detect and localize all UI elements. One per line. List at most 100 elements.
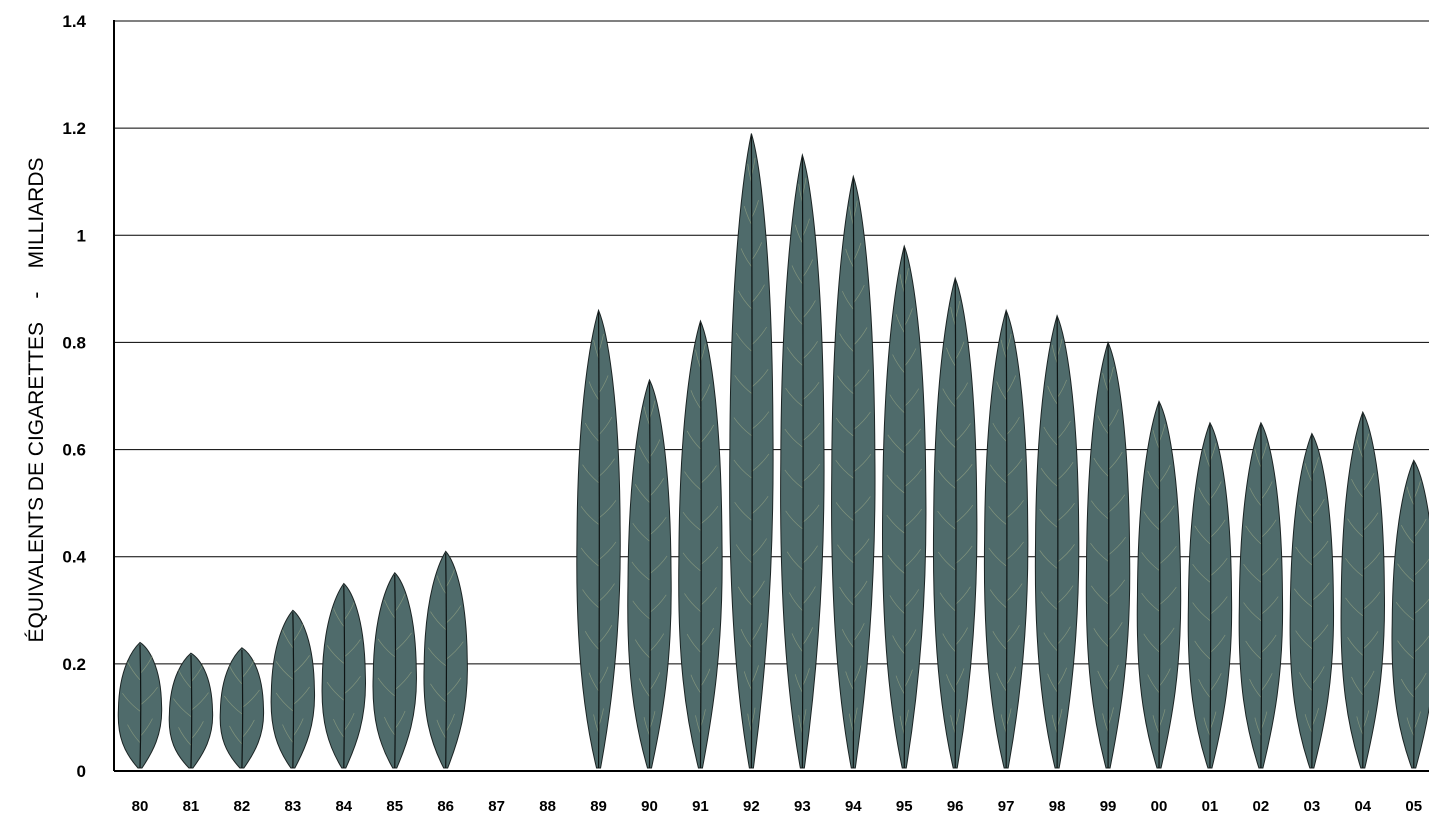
leaf-vein xyxy=(634,639,650,658)
leaf-midrib xyxy=(648,381,651,769)
leaf-bar-body xyxy=(576,308,621,769)
leaf-bar-85 xyxy=(372,571,417,769)
x-tick-label: 89 xyxy=(590,798,607,815)
leaf-vein xyxy=(786,551,803,570)
leaf-bar-99 xyxy=(1085,341,1131,769)
leaf-vein xyxy=(853,496,871,515)
leaf-vein xyxy=(992,631,1007,650)
leaf-bar-body xyxy=(627,378,672,769)
x-tick-label: 88 xyxy=(539,798,556,815)
leaf-vein xyxy=(178,669,192,689)
leaf-vein xyxy=(735,332,752,352)
leaf-vein xyxy=(1347,518,1364,537)
leaf-bar-body xyxy=(321,582,366,769)
leaf-vein xyxy=(700,627,715,647)
leaf-vein xyxy=(684,471,701,490)
leaf-bar-body xyxy=(1034,314,1080,769)
leaf-midrib xyxy=(190,655,193,769)
leaf-vein xyxy=(241,719,255,739)
leaf-midrib xyxy=(1209,424,1212,769)
leaf-vein xyxy=(1005,625,1020,644)
leaf-vein xyxy=(427,647,446,666)
leaf-bars xyxy=(117,133,1429,769)
leaf-vein xyxy=(634,484,650,503)
leaf-vein xyxy=(989,464,1007,483)
leaf-vein xyxy=(690,390,701,409)
leaf-vein xyxy=(786,347,803,366)
leaf-vein xyxy=(1260,481,1273,500)
leaf-bar-94 xyxy=(831,174,876,769)
leaf-vein xyxy=(1107,579,1126,599)
leaf-vein xyxy=(1356,439,1364,458)
leaf-vein xyxy=(839,333,854,352)
leaf-bar-04 xyxy=(1340,410,1386,769)
leaf-vein xyxy=(582,464,599,483)
leaf-vein xyxy=(445,677,462,697)
leaf-vein xyxy=(1413,672,1427,692)
y-tick-label: 0.8 xyxy=(62,333,86,352)
leaf-vein xyxy=(837,544,854,563)
leaf-vein xyxy=(377,638,395,658)
leaf-midrib xyxy=(954,280,957,769)
leaf-vein xyxy=(845,671,854,690)
leaf-vein xyxy=(649,594,667,614)
leaf-vein xyxy=(738,290,752,309)
leaf-vein xyxy=(735,544,752,563)
leaf-vein xyxy=(584,422,599,442)
x-tick-label: 93 xyxy=(794,798,811,815)
y-tick-label: 0.6 xyxy=(62,441,86,460)
leaf-vein xyxy=(904,388,920,407)
leaf-vein xyxy=(751,496,769,515)
leaf-vein xyxy=(946,674,956,693)
x-tick-label: 81 xyxy=(183,798,200,815)
leaf-midrib xyxy=(139,644,142,769)
leaf-vein xyxy=(1102,713,1109,732)
leaf-vein xyxy=(785,510,803,530)
leaf-vein xyxy=(751,411,770,430)
leaf-vein xyxy=(1093,457,1109,477)
y-tick-label: 1.4 xyxy=(62,12,86,31)
leaf-midrib xyxy=(292,612,295,769)
leaf-bar-80 xyxy=(117,641,163,769)
leaf-vein xyxy=(292,686,310,706)
x-tick-label: 98 xyxy=(1049,798,1066,815)
leaf-midrib xyxy=(1005,312,1008,769)
leaf-vein xyxy=(954,504,974,524)
leaf-vein xyxy=(1152,715,1160,734)
leaf-vein xyxy=(853,453,872,473)
leaf-vein xyxy=(1043,632,1058,651)
leaf-vein xyxy=(1203,449,1211,468)
x-tick-labels: 80 81 82 83 84 85 86 87 88 89 90 91 92 93 94 95 96 97 98 99… xyxy=(132,798,1422,815)
leaf-bar-95 xyxy=(882,244,927,769)
leaf-vein xyxy=(1056,544,1075,563)
leaf-bar-body xyxy=(1238,421,1284,769)
leaf-vein xyxy=(1107,537,1126,556)
leaf-vein xyxy=(598,458,615,477)
leaf-vein xyxy=(1005,541,1024,561)
leaf-bar-body xyxy=(219,647,265,769)
leaf-vein xyxy=(892,354,905,373)
leaf-vein xyxy=(839,586,854,606)
leaf-vein xyxy=(1143,633,1160,653)
leaf-vein xyxy=(1295,546,1313,566)
leaf-vein xyxy=(802,504,820,524)
leaf-vein xyxy=(1198,487,1211,506)
leaf-vein xyxy=(802,300,816,319)
leaf-vein xyxy=(837,375,854,394)
leaf-bar-body xyxy=(678,319,723,769)
leaf-vein xyxy=(1254,449,1262,468)
leaf-vein xyxy=(937,510,956,530)
leaf-vein xyxy=(899,715,905,734)
leaf-vein xyxy=(734,502,752,521)
x-tick-label: 86 xyxy=(437,798,454,815)
leaf-vein xyxy=(1047,385,1058,405)
leaf-vein xyxy=(887,434,905,454)
leaf-vein xyxy=(733,417,752,436)
leaf-vein xyxy=(695,349,701,368)
leaf-vein xyxy=(1152,430,1160,449)
leaf-vein xyxy=(989,589,1007,608)
leaf-vein xyxy=(1245,640,1262,660)
leaf-vein xyxy=(598,541,617,561)
leaf-vein xyxy=(580,547,599,567)
